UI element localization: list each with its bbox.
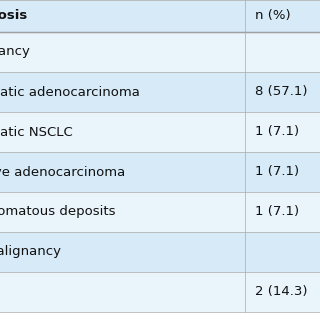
Bar [0, 192, 320, 232]
Text: Non-Malignancy: Non-Malignancy [0, 245, 62, 259]
Bar [0, 32, 320, 72]
Text: 1 (7.1): 1 (7.1) [255, 125, 299, 139]
Bar [0, 72, 320, 112]
Text: Metastatic adenocarcinoma: Metastatic adenocarcinoma [0, 85, 140, 99]
Text: 2 (14.3): 2 (14.3) [255, 285, 308, 299]
Text: 8 (57.1): 8 (57.1) [255, 85, 308, 99]
Text: 1 (7.1): 1 (7.1) [255, 205, 299, 219]
Text: Carcinomatous deposits: Carcinomatous deposits [0, 205, 116, 219]
Text: Malignancy: Malignancy [0, 45, 31, 59]
Bar [0, 112, 320, 152]
Text: n (%): n (%) [255, 10, 291, 22]
Bar [0, 232, 320, 272]
Bar [0, 272, 320, 312]
Bar [0, 0, 320, 32]
Text: 1 (7.1): 1 (7.1) [255, 165, 299, 179]
Text: Metastatic NSCLC: Metastatic NSCLC [0, 125, 73, 139]
Text: Diagnosis: Diagnosis [0, 10, 28, 22]
Text: Invasive adenocarcinoma: Invasive adenocarcinoma [0, 165, 125, 179]
Bar [0, 152, 320, 192]
